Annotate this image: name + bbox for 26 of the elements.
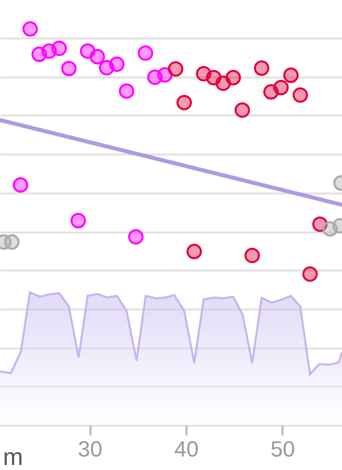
point: [109, 56, 125, 72]
point: [138, 45, 154, 61]
point: [273, 80, 289, 96]
point: [70, 212, 86, 228]
point: [22, 21, 38, 37]
point: [90, 48, 106, 64]
x-tick-label: 50: [270, 436, 296, 462]
point: [157, 67, 173, 83]
point: [168, 61, 184, 77]
point: [283, 68, 299, 83]
point: [234, 102, 250, 118]
point: [176, 94, 192, 110]
point: [128, 229, 144, 245]
x-tick-label: 40: [174, 436, 199, 462]
point: [226, 70, 241, 86]
point: [51, 40, 67, 56]
point: [244, 248, 260, 264]
point: [186, 244, 202, 260]
point: [12, 177, 28, 193]
point: [254, 60, 270, 76]
x-tick-label: 30: [78, 436, 102, 462]
point: [118, 83, 134, 99]
point: [302, 266, 318, 282]
point: [292, 87, 308, 103]
text: m: [3, 444, 23, 470]
point: [61, 60, 77, 76]
